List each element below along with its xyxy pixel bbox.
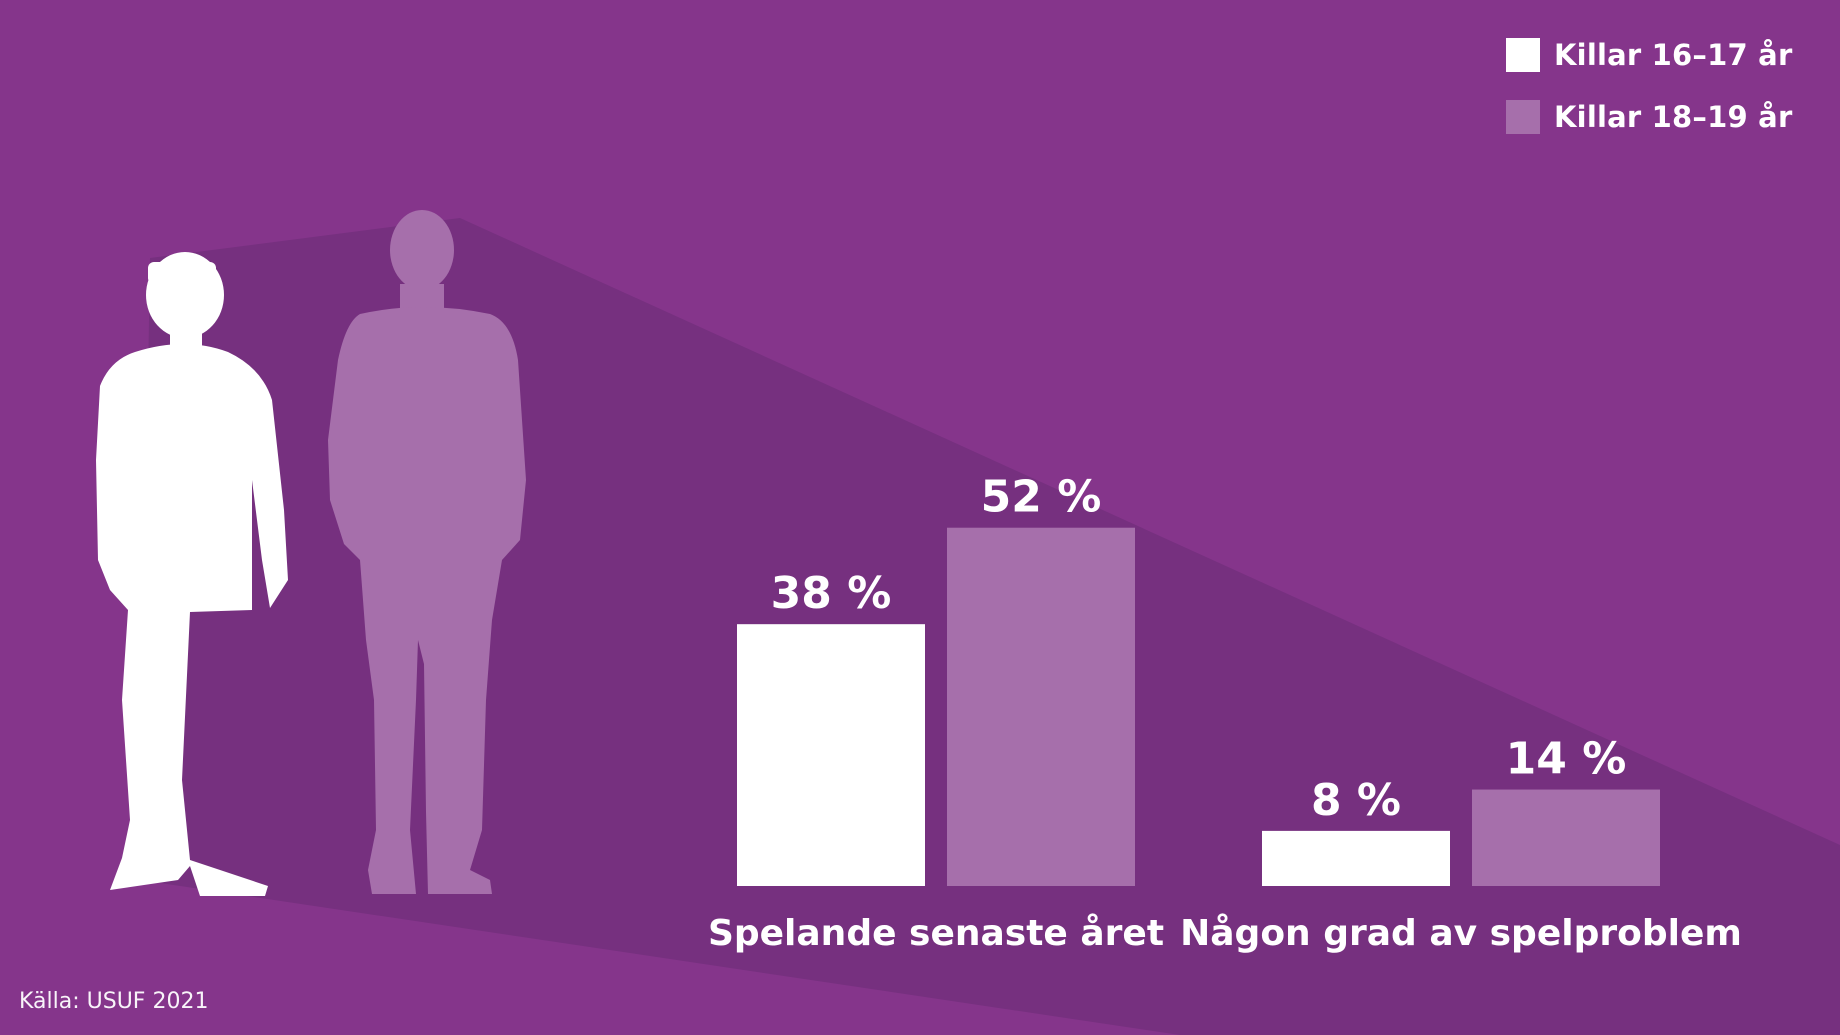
legend-item-series-1: Killar 16–17 år <box>1506 38 1792 72</box>
category-label-1: Spelande senaste året <box>708 913 1164 954</box>
legend-item-series-2: Killar 18–19 år <box>1506 100 1792 134</box>
value-label-2-series-1: 8 % <box>1311 775 1401 826</box>
legend-swatch-series-1 <box>1506 38 1540 72</box>
value-label-2-series-2: 14 % <box>1506 734 1627 785</box>
category-labels-layer: Spelande senaste året Någon grad av spelp… <box>708 913 1742 954</box>
bar-2-series-2 <box>1472 789 1660 886</box>
legend-label-series-2: Killar 18–19 år <box>1554 100 1793 134</box>
legend: Killar 16–17 år Killar 18–19 år <box>1506 38 1792 162</box>
value-labels-layer: 38 % 52 % 8 % 14 % <box>771 472 1627 826</box>
bar-2-series-1 <box>1262 830 1450 886</box>
value-label-1-series-1: 38 % <box>771 568 892 619</box>
older-man-silhouette-icon <box>328 210 526 894</box>
legend-swatch-series-2 <box>1506 100 1540 134</box>
legend-label-series-1: Killar 16–17 år <box>1554 38 1793 72</box>
young-man-silhouette-icon <box>96 252 288 896</box>
source-note: Källa: USUF 2021 <box>19 989 209 1014</box>
bar-1-series-2 <box>947 527 1135 886</box>
bars-layer <box>737 527 1660 886</box>
category-label-2: Någon grad av spelproblem <box>1180 913 1742 954</box>
value-label-1-series-2: 52 % <box>981 472 1102 523</box>
bar-1-series-1 <box>737 624 925 886</box>
